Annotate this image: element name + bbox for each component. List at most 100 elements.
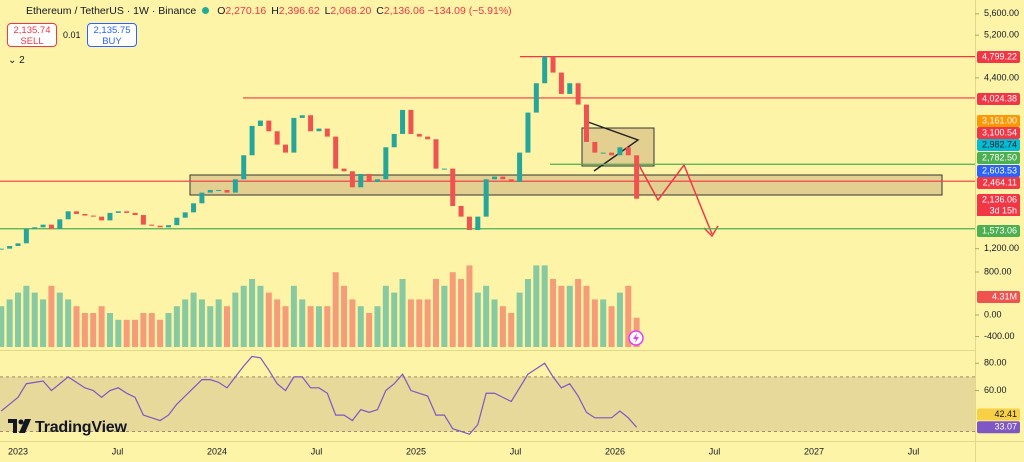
volume-bar bbox=[424, 299, 431, 347]
volume-bar bbox=[56, 292, 63, 347]
candle bbox=[358, 173, 364, 188]
alert-bolt bbox=[633, 333, 639, 343]
indicator-toggle[interactable]: ⌄ 2 bbox=[8, 55, 25, 66]
symbol-header: Ethereum / TetherUS · 1W · Binance O2,270… bbox=[26, 5, 512, 17]
volume-bar bbox=[190, 292, 197, 347]
layer-count: 2 bbox=[19, 55, 25, 66]
candle bbox=[132, 212, 138, 216]
volume-bar bbox=[173, 306, 180, 347]
candle bbox=[567, 83, 573, 94]
time-label: Jul bbox=[112, 446, 124, 456]
rsi-band bbox=[0, 376, 975, 432]
candle bbox=[475, 216, 481, 230]
volume-bar bbox=[366, 313, 373, 347]
volume-tick-label: 0.00 bbox=[984, 309, 1002, 319]
countdown-bg bbox=[977, 205, 1020, 216]
candle bbox=[433, 139, 439, 169]
sell-button[interactable]: 2,135.74 SELL bbox=[7, 23, 57, 47]
rsi-tick-label: 60.00 bbox=[984, 385, 1007, 395]
candle bbox=[383, 147, 389, 180]
volume-bar bbox=[608, 306, 615, 347]
volume-tick-label: 800.00 bbox=[984, 266, 1012, 276]
candle bbox=[40, 224, 46, 228]
ohlc-key: L bbox=[324, 5, 331, 17]
price-tag-bg bbox=[977, 127, 1020, 139]
candle bbox=[207, 189, 213, 193]
volume-bar bbox=[274, 299, 281, 347]
zone-box bbox=[189, 174, 943, 196]
volume-bar bbox=[148, 313, 155, 347]
candle bbox=[416, 133, 422, 137]
volume-bar bbox=[165, 313, 172, 347]
volume-bar bbox=[616, 292, 623, 347]
y-tick-label: 5,600.00 bbox=[984, 8, 1019, 18]
volume-bar bbox=[466, 265, 473, 347]
volume-bar bbox=[315, 306, 322, 347]
volume-bar bbox=[382, 285, 389, 347]
volume-bar bbox=[265, 292, 272, 347]
volume-tick-label: -400.00 bbox=[984, 331, 1015, 341]
volume-bar bbox=[591, 299, 598, 347]
volume-tag-bg bbox=[977, 291, 1020, 303]
volume-bar bbox=[307, 306, 314, 347]
candle bbox=[592, 141, 598, 153]
logo: TradingView bbox=[8, 419, 127, 437]
candle bbox=[575, 83, 581, 105]
rsi-ma-tag-bg bbox=[977, 408, 1020, 421]
ohlc-value: 2,396.62 bbox=[278, 5, 320, 17]
candle bbox=[182, 212, 188, 218]
price-tag: 4,799.22 bbox=[982, 51, 1017, 61]
symbol-name[interactable]: Ethereum / TetherUS · 1W · Binance bbox=[26, 5, 197, 17]
candle bbox=[266, 120, 272, 132]
price-tag-bg bbox=[977, 51, 1020, 63]
rsi-ma-tag: 42.41 bbox=[994, 409, 1017, 419]
candle bbox=[508, 179, 514, 182]
candle bbox=[32, 227, 38, 229]
candle bbox=[241, 155, 247, 180]
buy-button[interactable]: 2,135.75 BUY bbox=[87, 23, 137, 47]
volume-bar bbox=[232, 292, 239, 347]
candle bbox=[483, 179, 489, 217]
volume-bar bbox=[524, 279, 531, 347]
candle bbox=[525, 112, 531, 153]
price-tag-bg bbox=[977, 152, 1020, 164]
volume-bar bbox=[15, 292, 21, 347]
projection-arrow bbox=[639, 163, 713, 235]
candle bbox=[517, 152, 523, 182]
time-label: 2024 bbox=[207, 446, 227, 456]
volume-bar bbox=[433, 279, 439, 347]
volume-bar bbox=[533, 265, 540, 347]
volume-bar bbox=[40, 299, 47, 347]
ohlc-key: H bbox=[271, 5, 279, 17]
volume-bar bbox=[207, 306, 214, 347]
candle bbox=[450, 168, 456, 206]
buy-price: 2,135.75 bbox=[93, 25, 131, 36]
candle bbox=[466, 216, 472, 230]
volume-bar bbox=[407, 299, 414, 347]
candle bbox=[308, 115, 314, 132]
order-quantity: 0.01 bbox=[63, 30, 81, 40]
volume-bar bbox=[600, 299, 607, 347]
volume-bar bbox=[31, 292, 38, 347]
volume-bar bbox=[81, 313, 88, 347]
candle bbox=[199, 192, 205, 204]
volume-bar bbox=[224, 306, 230, 347]
volume-bar bbox=[458, 279, 465, 347]
volume-bar bbox=[140, 313, 147, 347]
candle bbox=[249, 125, 255, 156]
candle bbox=[625, 147, 631, 156]
candle bbox=[74, 211, 80, 214]
candle bbox=[174, 217, 180, 226]
candle bbox=[542, 56, 548, 84]
candle bbox=[57, 219, 63, 229]
ohlc-value: 2,270.16 bbox=[225, 5, 267, 17]
volume-bar bbox=[575, 279, 582, 347]
price-tag-bg bbox=[977, 115, 1020, 127]
volume-bar bbox=[583, 285, 590, 347]
candle bbox=[316, 128, 322, 132]
volume-bar bbox=[157, 319, 164, 347]
candle bbox=[191, 203, 197, 213]
volume-bar bbox=[215, 299, 222, 347]
volume-bar bbox=[374, 306, 381, 347]
candle bbox=[149, 224, 155, 226]
